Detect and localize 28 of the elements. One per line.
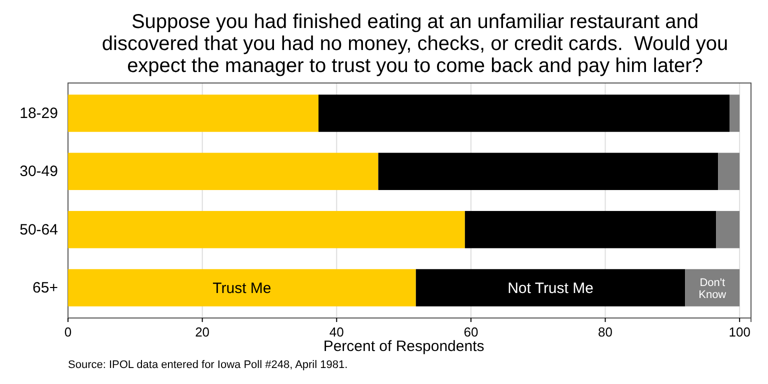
bar	[378, 152, 718, 190]
bar	[68, 152, 378, 190]
source-note: Source: IPOL data entered for Iowa Poll #248, April 1981.	[68, 359, 348, 371]
y-tick-label: 18-29	[20, 105, 58, 122]
chart-title: Suppose you had finished eating at an unfamiliar restaurant and discovered that you had no money, checks, or credit cards. Would you expect the manager to trust you to come back and pay him later?	[102, 11, 728, 77]
bar	[464, 210, 716, 248]
x-tick-label: 20	[195, 324, 210, 340]
x-axis-title: Percent of Respondents	[323, 338, 484, 355]
x-tick-label: 60	[464, 324, 478, 340]
series-label: Don't Know	[698, 276, 726, 301]
y-tick-label: 65+	[32, 280, 58, 297]
bar	[68, 94, 318, 132]
bar	[318, 94, 730, 132]
bar	[685, 269, 740, 306]
bar	[716, 210, 740, 248]
y-tick-label: 30-49	[20, 163, 58, 180]
x-tick-label: 80	[598, 324, 612, 340]
x-tick-label: 0	[64, 324, 72, 340]
series-label: Not Trust Me	[508, 280, 594, 297]
y-tick-label: 50-64	[20, 221, 58, 238]
bar	[416, 269, 686, 306]
bar	[68, 269, 416, 306]
bar	[718, 152, 740, 190]
bar	[68, 210, 465, 248]
series-label: Trust Me	[212, 280, 272, 297]
bar	[730, 94, 740, 132]
x-tick-label: 100	[728, 324, 750, 340]
x-tick-label: 40	[329, 324, 344, 340]
